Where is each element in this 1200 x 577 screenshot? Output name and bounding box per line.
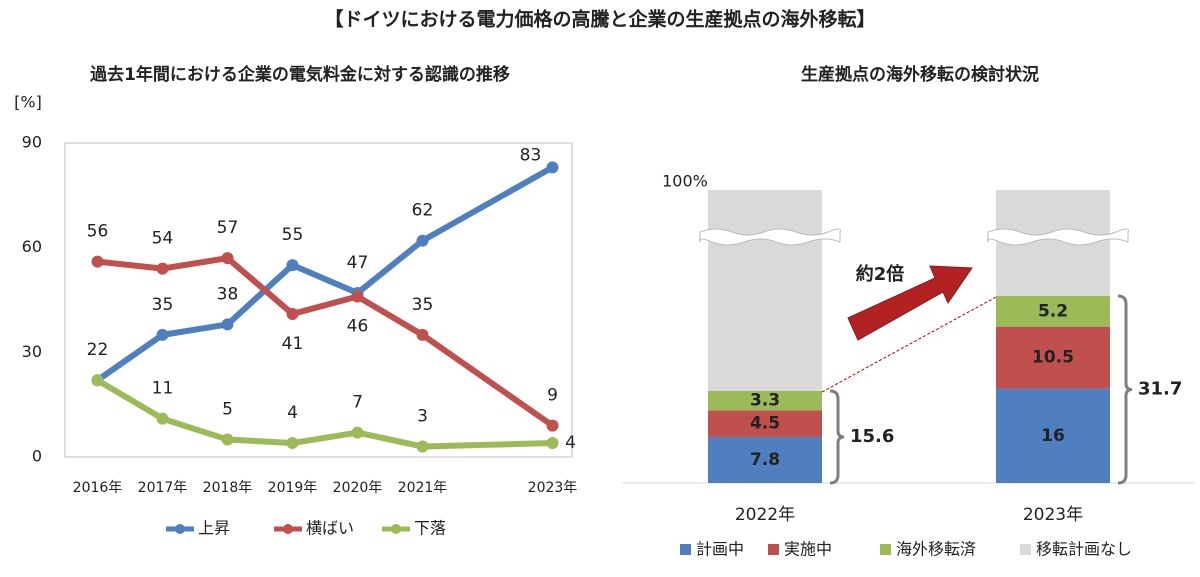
data-label: 4.5 <box>750 414 780 434</box>
legend-swatch <box>768 544 779 555</box>
point <box>91 374 104 387</box>
y-tick-label: 60 <box>22 237 42 256</box>
point <box>91 255 104 268</box>
point <box>546 419 559 432</box>
x-tick-label: 2022年 <box>735 505 795 525</box>
point <box>156 262 169 275</box>
page-title: 【ドイツにおける電力価格の高騰と企業の生産拠点の海外移転】 <box>324 8 875 31</box>
point <box>546 161 559 174</box>
y-axis-label: [%] <box>14 93 42 112</box>
legend-swatch <box>175 524 185 534</box>
data-label: 35 <box>412 295 434 315</box>
point <box>286 259 299 272</box>
point <box>286 437 299 450</box>
point <box>221 252 234 265</box>
legend-label: 上昇 <box>198 519 230 538</box>
legend-label: 実施中 <box>784 540 832 559</box>
bracket <box>1117 294 1133 485</box>
series-line <box>95 164 554 383</box>
point <box>416 328 429 341</box>
data-label: 46 <box>347 317 369 337</box>
bracket <box>829 389 845 485</box>
point <box>156 412 169 425</box>
legend-swatch <box>283 524 293 534</box>
data-label: 10.5 <box>1032 348 1074 368</box>
legend-label: 移転計画なし <box>1036 540 1132 559</box>
x-tick-label: 2020年 <box>333 480 383 496</box>
point <box>351 290 364 303</box>
arrow <box>847 265 973 341</box>
data-label: 54 <box>152 229 174 249</box>
data-label: 16 <box>1041 426 1065 446</box>
chart-title: 生産拠点の海外移転の検討状況 <box>801 64 1039 85</box>
bar-segment <box>996 295 1110 327</box>
point <box>351 426 364 439</box>
x-tick-label: 2019年 <box>268 480 318 496</box>
x-tick-label: 2021年 <box>398 480 448 496</box>
x-tick-label: 2018年 <box>203 480 253 496</box>
x-tick-label: 2023年 <box>1023 505 1083 525</box>
data-label: 22 <box>87 340 109 360</box>
data-label: 7 <box>352 393 363 413</box>
data-label: 47 <box>347 253 369 273</box>
legend-label: 横ばい <box>306 519 354 538</box>
point <box>416 440 429 453</box>
data-label: 3.3 <box>750 391 780 411</box>
bar-segment <box>708 390 822 411</box>
bar-segment <box>708 190 822 391</box>
data-label: 83 <box>520 145 542 165</box>
point <box>286 307 299 320</box>
data-label: 3 <box>417 407 428 427</box>
bar-segment <box>708 436 822 483</box>
axis-break <box>699 228 841 246</box>
point <box>416 234 429 247</box>
legend-swatch <box>680 544 691 555</box>
data-label: 4 <box>565 433 576 453</box>
legend-swatch <box>391 524 401 534</box>
total-label: 31.7 <box>1138 378 1182 399</box>
point <box>221 318 234 331</box>
legend-label: 下落 <box>414 519 446 538</box>
data-label: 56 <box>87 222 109 242</box>
chart-title: 過去1年間における企業の電気料金に対する認識の推移 <box>90 64 510 85</box>
guide-line <box>821 296 997 393</box>
data-label: 9 <box>547 386 558 406</box>
y-tick-label: 0 <box>32 447 42 466</box>
data-label: 38 <box>217 284 239 304</box>
point <box>156 328 169 341</box>
data-label: 55 <box>282 225 304 245</box>
x-tick-label: 2016年 <box>73 480 123 496</box>
data-label: 62 <box>412 201 434 221</box>
legend-swatch <box>880 544 891 555</box>
point <box>546 437 559 450</box>
bar-segment <box>996 388 1110 483</box>
legend-label: 計画中 <box>696 540 744 559</box>
point <box>221 433 234 446</box>
x-tick-label: 2017年 <box>138 480 188 496</box>
total-label: 15.6 <box>850 426 894 447</box>
bar-segment <box>996 326 1110 389</box>
axis-break <box>987 228 1129 246</box>
x-tick-label: 2023年 <box>528 480 578 496</box>
legend-swatch <box>1020 544 1031 555</box>
data-label: 5.2 <box>1038 301 1068 321</box>
plot-frame <box>64 142 573 458</box>
data-label: 5 <box>222 400 233 420</box>
data-label: 11 <box>152 379 174 399</box>
legend-label: 海外移転済 <box>896 540 976 559</box>
data-label: 41 <box>282 334 304 354</box>
data-label: 4 <box>287 403 298 423</box>
data-label: 7.8 <box>750 450 780 470</box>
y-tick-label: 30 <box>22 342 42 361</box>
top-label: 100% <box>662 172 708 191</box>
series-line <box>97 255 555 429</box>
data-label: 57 <box>217 218 239 238</box>
annotation: 約2倍 <box>856 263 905 285</box>
data-label: 35 <box>152 295 174 315</box>
bar-segment <box>708 410 822 437</box>
y-tick-label: 90 <box>22 133 42 152</box>
